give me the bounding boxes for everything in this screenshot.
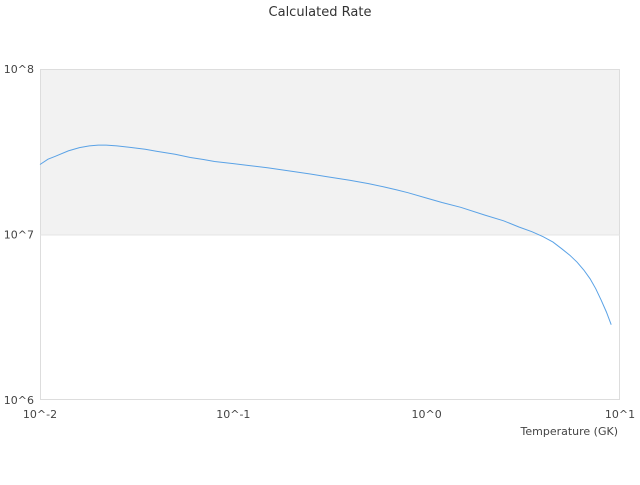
- x-tick-label: 10^-2: [23, 408, 57, 421]
- rate-series-line: [39, 144, 612, 325]
- x-tick-label: 10^1: [605, 408, 635, 421]
- shaded-band: [40, 69, 620, 235]
- y-tick-label: 10^6: [4, 394, 34, 407]
- y-tick-label: 10^8: [4, 63, 34, 76]
- y-tick-label: 10^7: [4, 229, 34, 242]
- chart-title: Calculated Rate: [269, 5, 372, 20]
- x-tick-label: 10^-1: [216, 408, 250, 421]
- x-axis-title: Temperature (GK): [520, 425, 619, 438]
- x-tick-label: 10^0: [412, 408, 442, 421]
